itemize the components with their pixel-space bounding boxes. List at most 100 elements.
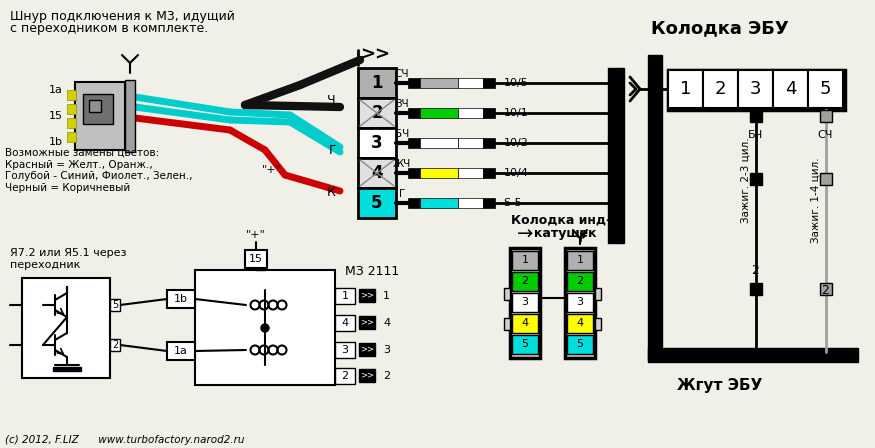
- Text: >>: >>: [360, 370, 374, 379]
- Bar: [567, 293, 593, 312]
- Text: 4: 4: [371, 164, 383, 182]
- Text: >>: >>: [360, 46, 390, 64]
- Text: 10/4: 10/4: [504, 168, 528, 178]
- Bar: [358, 128, 396, 158]
- Bar: [738, 70, 773, 108]
- Text: 3: 3: [577, 297, 584, 307]
- Text: 5: 5: [577, 339, 584, 349]
- Text: Жгут ЭБУ: Жгут ЭБУ: [677, 378, 763, 392]
- Bar: [53, 367, 81, 371]
- Text: СЧ: СЧ: [395, 69, 410, 79]
- Bar: [458, 138, 483, 148]
- Text: Ч: Ч: [327, 94, 336, 107]
- Bar: [22, 278, 110, 378]
- Bar: [67, 104, 76, 114]
- Text: 1b: 1b: [174, 294, 188, 304]
- Bar: [567, 314, 593, 333]
- Text: 4: 4: [383, 318, 390, 328]
- Text: 3: 3: [341, 345, 348, 355]
- Text: 2: 2: [371, 104, 383, 122]
- Text: 3: 3: [522, 297, 528, 307]
- Bar: [67, 132, 76, 142]
- Bar: [512, 335, 538, 354]
- Bar: [420, 78, 458, 88]
- Bar: [245, 250, 267, 268]
- Text: 2: 2: [383, 371, 390, 381]
- Circle shape: [261, 324, 269, 332]
- Text: 15: 15: [249, 254, 263, 264]
- Text: 2: 2: [752, 263, 760, 276]
- Text: 1а: 1а: [49, 85, 63, 95]
- Text: 1: 1: [577, 255, 584, 265]
- Text: Возможные замены цветов:
Красный = Желт., Оранж.,
Голубой - Синий, Фиолет., Зеле: Возможные замены цветов: Красный = Желт.…: [5, 148, 192, 193]
- Text: 2: 2: [341, 371, 348, 381]
- Text: 2: 2: [577, 276, 584, 286]
- Text: 3: 3: [371, 134, 383, 152]
- Bar: [458, 78, 483, 88]
- Text: 3: 3: [383, 345, 390, 355]
- Text: 5: 5: [371, 194, 382, 212]
- Bar: [510, 248, 540, 358]
- Text: БЧ: БЧ: [748, 130, 763, 140]
- Bar: [358, 158, 396, 188]
- Text: S 5: S 5: [504, 198, 522, 208]
- Text: МЗ 2111: МЗ 2111: [345, 265, 399, 278]
- Bar: [335, 288, 355, 304]
- Text: 10/1: 10/1: [504, 108, 528, 118]
- Text: 2: 2: [822, 284, 830, 297]
- Text: >>: >>: [360, 345, 374, 353]
- Text: (c) 2012, F.LIZ      www.turbofactory.narod2.ru: (c) 2012, F.LIZ www.turbofactory.narod2.…: [5, 435, 244, 445]
- Bar: [167, 290, 195, 308]
- Bar: [773, 70, 808, 108]
- Text: 2: 2: [112, 340, 118, 350]
- Text: >>: >>: [360, 290, 374, 300]
- Bar: [335, 342, 355, 358]
- Bar: [420, 108, 458, 118]
- Bar: [420, 138, 458, 148]
- Bar: [648, 348, 858, 362]
- Text: К: К: [327, 185, 336, 198]
- Text: 3: 3: [750, 80, 761, 98]
- Text: 4: 4: [341, 318, 348, 328]
- Bar: [750, 283, 761, 295]
- Bar: [195, 270, 335, 385]
- Bar: [83, 94, 113, 124]
- Bar: [89, 100, 101, 112]
- Text: Колодка ЭБУ: Колодка ЭБУ: [651, 19, 789, 37]
- Text: 5: 5: [522, 339, 528, 349]
- Text: "+": "+": [262, 165, 282, 175]
- Bar: [750, 173, 761, 185]
- Bar: [512, 272, 538, 291]
- Text: →: →: [517, 224, 533, 244]
- Text: БЧ: БЧ: [395, 129, 410, 139]
- Bar: [359, 343, 375, 356]
- Text: 1а: 1а: [174, 346, 188, 356]
- Text: "+": "+": [246, 230, 266, 240]
- Bar: [420, 168, 458, 178]
- Text: 2: 2: [715, 80, 726, 98]
- Bar: [668, 70, 845, 110]
- Text: 10/2: 10/2: [504, 138, 528, 148]
- Bar: [335, 315, 355, 331]
- Bar: [567, 251, 593, 270]
- Bar: [75, 82, 125, 150]
- Bar: [359, 369, 375, 382]
- Text: 15: 15: [49, 111, 63, 121]
- Text: переходник: переходник: [10, 260, 80, 270]
- Bar: [595, 288, 601, 300]
- Text: Колодка инд-х: Колодка инд-х: [511, 214, 620, 227]
- Text: Г: Г: [399, 189, 405, 199]
- Bar: [408, 78, 420, 88]
- Bar: [512, 293, 538, 312]
- Text: ψ: ψ: [575, 227, 585, 241]
- Bar: [820, 173, 831, 185]
- Bar: [483, 168, 495, 178]
- Bar: [167, 342, 195, 360]
- Bar: [608, 68, 624, 243]
- Text: 4: 4: [577, 318, 584, 328]
- Bar: [110, 299, 120, 311]
- Bar: [483, 78, 495, 88]
- Text: 4: 4: [522, 318, 528, 328]
- Text: 1: 1: [341, 291, 348, 301]
- Text: СЧ: СЧ: [818, 130, 833, 140]
